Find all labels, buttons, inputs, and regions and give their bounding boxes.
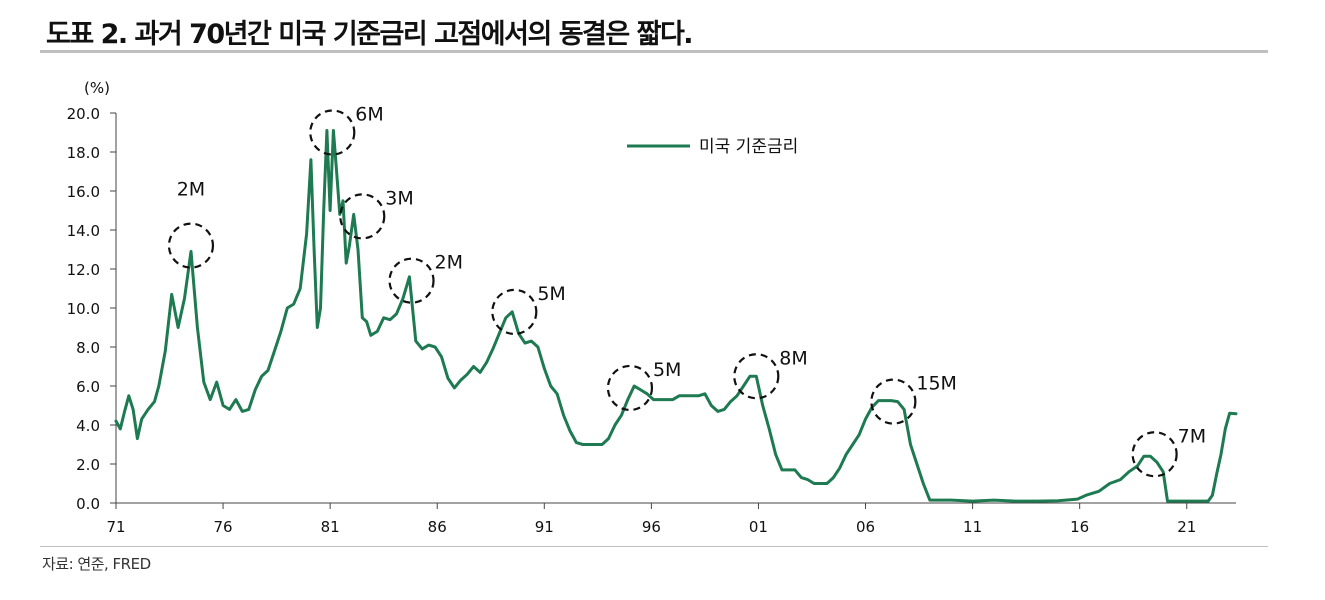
y-ticks: 0.0 2.0 4.0 6.0 8.0 10.0 12.0 14.0 16.0 18.0 20.0 xyxy=(67,105,116,513)
annotation-label: 5M xyxy=(653,359,681,381)
title-divider xyxy=(40,50,1268,53)
y-tick-label: 4.0 xyxy=(76,417,100,435)
y-tick-label: 20.0 xyxy=(67,105,100,123)
y-tick-label: 18.0 xyxy=(67,144,100,162)
y-unit-label: (%) xyxy=(84,79,110,97)
annotation-circle xyxy=(309,109,356,156)
annotation-circle xyxy=(606,364,654,412)
annotation-label: 2M xyxy=(435,252,463,274)
y-tick-label: 12.0 xyxy=(67,261,100,279)
annotation-circle xyxy=(870,378,917,425)
y-tick-label: 14.0 xyxy=(67,222,100,240)
x-tick-label: 86 xyxy=(428,518,447,536)
annotation-label: 8M xyxy=(779,347,807,369)
annotation-label: 7M xyxy=(1178,425,1206,447)
series-line-fed-rate xyxy=(114,129,1238,503)
annotation-circle xyxy=(388,257,435,304)
x-tick-label: 06 xyxy=(856,518,875,536)
annotation-label: 15M xyxy=(916,373,957,395)
x-tick-label: 11 xyxy=(963,518,982,536)
y-tick-label: 2.0 xyxy=(76,456,100,474)
legend-label: 미국 기준금리 xyxy=(699,137,798,157)
x-tick-label: 91 xyxy=(535,518,554,536)
source-note: 자료: 연준, FRED xyxy=(42,555,151,573)
annotation-label: 3M xyxy=(385,187,413,209)
y-tick-label: 8.0 xyxy=(76,339,100,357)
x-tick-label: 76 xyxy=(214,518,233,536)
y-tick-label: 10.0 xyxy=(67,300,100,318)
x-tick-label: 81 xyxy=(321,518,340,536)
chart-title: 도표 2. 과거 70년간 미국 기준금리 고점에서의 동결은 짧다. xyxy=(46,19,694,50)
annotation-label: 5M xyxy=(537,283,565,305)
y-tick-label: 0.0 xyxy=(76,495,100,513)
footer-divider xyxy=(40,546,1268,547)
annotation-circle xyxy=(339,193,386,240)
x-tick-label: 16 xyxy=(1070,518,1089,536)
x-tick-label: 21 xyxy=(1177,518,1196,536)
y-tick-label: 16.0 xyxy=(67,183,100,201)
annotations: 2M 6M 3M 2M 5M 5M 8M 15M 7M xyxy=(167,104,1206,478)
annotation-circle xyxy=(167,222,215,269)
x-ticks: 71 76 81 86 91 96 01 06 11 16 21 xyxy=(106,503,1196,536)
annotation-circle xyxy=(1131,431,1178,478)
legend: 미국 기준금리 xyxy=(627,137,798,157)
x-tick-label: 71 xyxy=(106,518,125,536)
annotation-label: 6M xyxy=(355,104,383,126)
annotation-circle xyxy=(733,353,780,400)
annotation-circle xyxy=(491,288,538,335)
x-tick-label: 01 xyxy=(749,518,768,536)
y-tick-label: 6.0 xyxy=(76,378,100,396)
x-tick-label: 96 xyxy=(642,518,661,536)
annotation-label: 2M xyxy=(177,179,205,201)
